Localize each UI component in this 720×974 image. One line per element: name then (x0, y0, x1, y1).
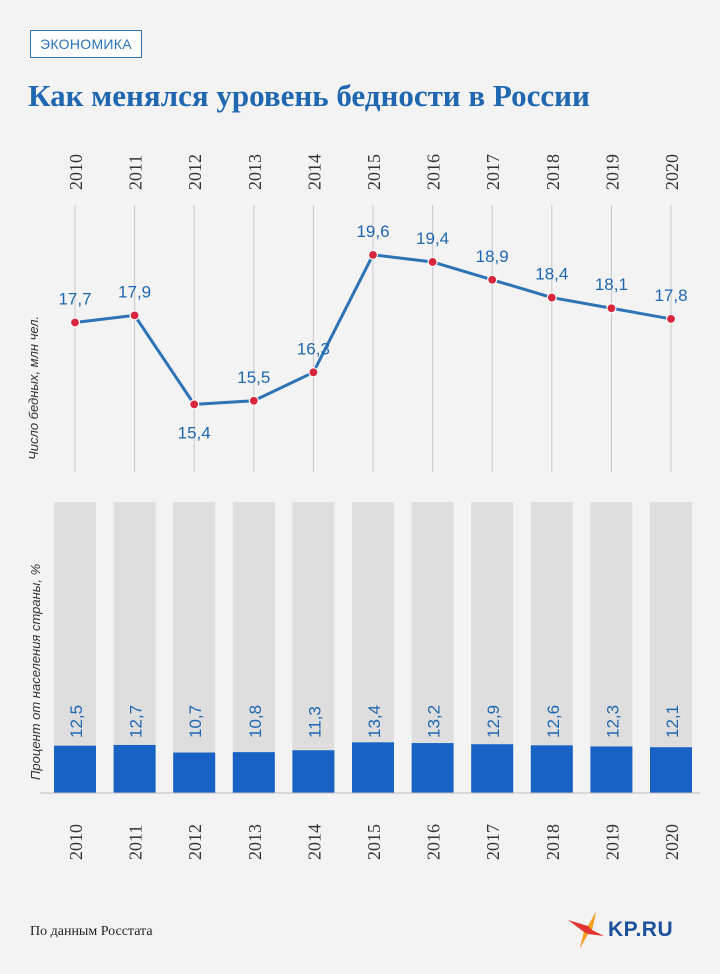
bottom-year-label: 2015 (364, 824, 384, 860)
top-year-label: 2016 (424, 154, 444, 190)
bar-value-label: 10,8 (246, 705, 265, 738)
data-point (665, 313, 677, 325)
point-label: 19,6 (356, 222, 389, 241)
bar (232, 752, 275, 793)
bar (411, 743, 454, 793)
bottom-year-label: 2010 (66, 824, 86, 860)
bar (590, 746, 633, 793)
top-year-label: 2018 (543, 154, 563, 190)
data-point (69, 317, 81, 328)
bar-value-label: 11,3 (305, 706, 324, 738)
bar-value-label: 10,7 (186, 705, 205, 738)
point-label: 15,4 (178, 423, 211, 442)
bar (352, 742, 394, 793)
top-year-label: 2012 (185, 154, 205, 190)
bar-background (590, 502, 633, 793)
bar (54, 745, 96, 793)
bottom-year-label: 2012 (185, 824, 205, 860)
bar (113, 744, 156, 793)
point-label: 17,9 (118, 282, 151, 301)
bar-background (292, 502, 335, 793)
bar-value-label: 12,7 (127, 705, 146, 738)
top-year-label: 2019 (602, 154, 622, 190)
bar-value-label: 12,6 (544, 705, 563, 738)
bar-background (650, 502, 692, 793)
point-label: 18,1 (595, 275, 628, 294)
bottom-year-label: 2013 (245, 824, 265, 860)
bar (292, 750, 335, 793)
data-point (487, 274, 498, 285)
logo-text: KP.RU (608, 918, 674, 941)
section-tag[interactable]: ЭКОНОМИКА (30, 30, 142, 58)
bar-background (173, 502, 216, 793)
bar-value-label: 13,2 (425, 705, 444, 738)
data-point (546, 292, 557, 303)
point-label: 15,5 (237, 368, 270, 387)
point-label: 18,9 (476, 247, 509, 266)
data-point (129, 310, 140, 321)
bottom-year-label: 2016 (424, 824, 444, 860)
top-year-label: 2020 (662, 154, 682, 190)
line-axis-label: Число бедных, млн чел. (26, 316, 41, 460)
bar-value-label: 13,4 (365, 705, 384, 738)
bar-background (113, 502, 156, 793)
point-label: 17,8 (654, 286, 687, 305)
bar (530, 745, 573, 793)
bar-background (232, 502, 275, 793)
point-label: 18,4 (535, 265, 568, 284)
bar-value-label: 12,5 (67, 705, 86, 738)
bar-value-label: 12,1 (663, 705, 682, 738)
top-year-label: 2011 (126, 155, 146, 190)
top-year-label: 2017 (483, 154, 503, 190)
bar-background (54, 502, 96, 793)
bar-background (530, 502, 573, 793)
data-point (308, 367, 319, 378)
bar-axis-label: Процент от населения страны, % (28, 564, 43, 780)
bar (650, 747, 692, 793)
bottom-year-label: 2019 (602, 824, 622, 860)
source-note: По данным Росстата (30, 924, 153, 939)
star-logo-icon (568, 912, 604, 948)
bar (173, 752, 216, 793)
bar (471, 744, 514, 793)
kp-logo[interactable]: KP.RU (566, 910, 673, 950)
data-point (189, 399, 200, 410)
point-label: 19,4 (416, 229, 449, 248)
data-point (606, 303, 617, 314)
data-point (427, 256, 438, 268)
top-year-label: 2014 (304, 154, 324, 190)
bar-value-label: 12,9 (484, 705, 503, 738)
top-year-label: 2015 (364, 154, 384, 190)
bottom-year-label: 2020 (662, 824, 682, 860)
page-title: Как менялся уровень бедности в России (28, 78, 590, 113)
data-point (367, 249, 379, 260)
point-label: 16,3 (297, 339, 330, 358)
data-point (248, 395, 259, 406)
bar-value-label: 12,3 (603, 705, 622, 738)
bottom-year-label: 2011 (126, 825, 146, 860)
point-label: 17,7 (58, 289, 91, 308)
bottom-year-label: 2018 (543, 824, 563, 860)
top-year-label: 2010 (66, 154, 86, 190)
bottom-year-label: 2017 (483, 824, 503, 860)
top-year-label: 2013 (245, 154, 265, 190)
bottom-year-label: 2014 (304, 824, 324, 860)
